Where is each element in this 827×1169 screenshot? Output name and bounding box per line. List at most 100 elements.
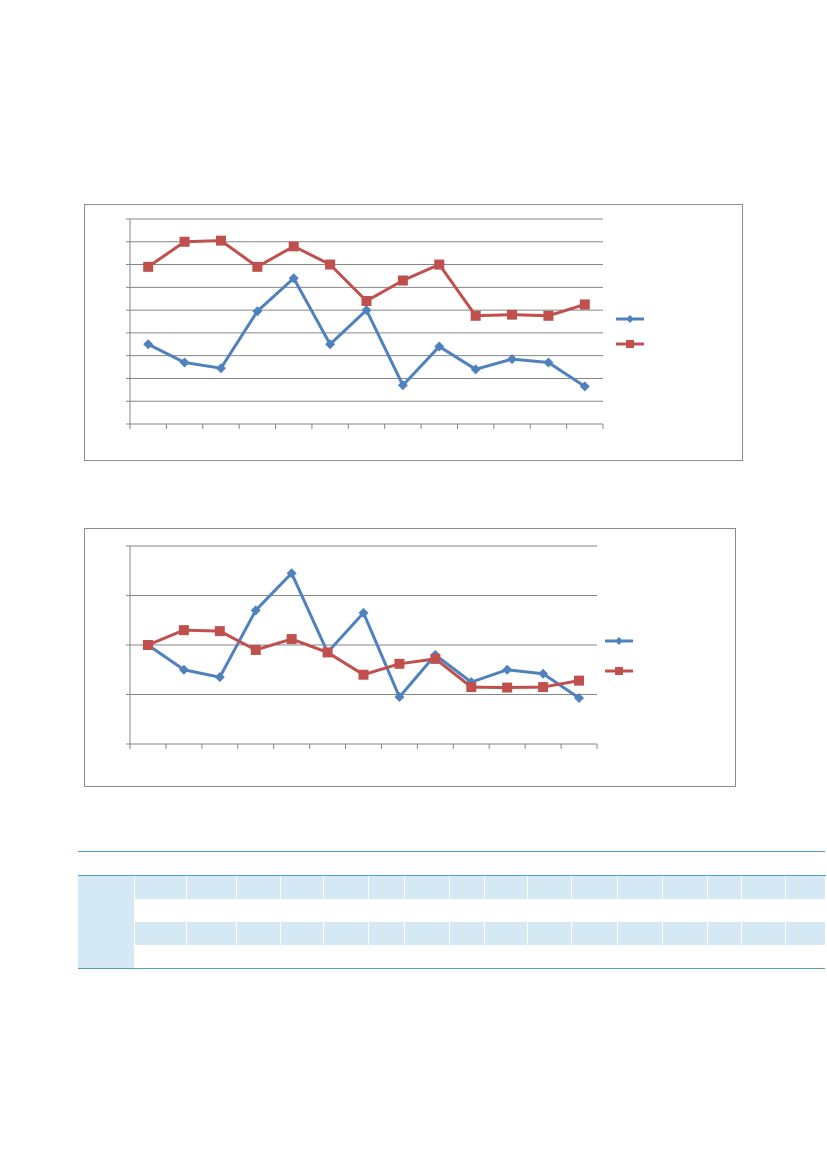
- table-cell: [662, 875, 708, 899]
- table-cell: [484, 922, 528, 945]
- chart-1-series-1-point: [397, 380, 408, 391]
- chart-2-series-2-point: [574, 675, 585, 686]
- table-header-cell: [186, 851, 236, 876]
- chart-2-plot: [126, 545, 633, 749]
- table-cell: [662, 899, 707, 922]
- chart-2-series-2-point: [322, 647, 333, 658]
- chart-1-series-1-point: [325, 339, 336, 350]
- table-cell: [484, 875, 528, 899]
- table-cell: [134, 945, 186, 969]
- chart-2-series-2-point: [286, 634, 297, 645]
- table-cell: [741, 875, 786, 899]
- table-row: [78, 945, 825, 969]
- chart-2-series-2-point: [538, 682, 549, 693]
- chart-2-legend-marker-2: [615, 667, 623, 675]
- table-header-cell: [785, 851, 825, 876]
- table-cell: [527, 899, 571, 922]
- chart-1-series-2-point: [252, 261, 263, 272]
- table-header-cell: [368, 851, 404, 876]
- table-cell: [236, 875, 281, 899]
- table-header-cell: [134, 851, 186, 876]
- table-cell: [617, 875, 663, 899]
- table-cell: [785, 922, 826, 945]
- table-cell: [484, 945, 527, 969]
- chart-1-series-2-point: [434, 259, 445, 270]
- chart-2-series-1-point: [574, 692, 585, 703]
- data-table-grid: [78, 851, 826, 969]
- table-cell: [186, 899, 236, 922]
- table-cell: [571, 922, 618, 945]
- table-cell: [323, 922, 369, 945]
- chart-2-series-2-point: [178, 625, 189, 636]
- table-cell: [236, 899, 280, 922]
- chart-1-series-1-point: [252, 306, 263, 317]
- chart-2-series-1-point: [358, 607, 369, 618]
- table-header-cell: [280, 851, 323, 876]
- chart-1-series-1-point: [179, 357, 190, 368]
- chart-2-series-2-point: [142, 640, 153, 650]
- chart-2-series-2-point: [430, 653, 441, 664]
- table-header-cell: [236, 851, 280, 876]
- table-cell: [186, 922, 237, 945]
- table-cell: [280, 899, 323, 922]
- table-cell: [134, 875, 187, 899]
- table-cell: [707, 922, 742, 945]
- table-cell: [368, 945, 404, 969]
- table-header-cell: [571, 851, 617, 876]
- chart-1-plot: [126, 218, 644, 429]
- chart-2-frame: [84, 528, 736, 787]
- table-cell: [527, 875, 572, 899]
- table-cell: [617, 922, 663, 945]
- table-cell: [617, 945, 662, 969]
- chart-1-series-2-point: [288, 241, 299, 252]
- table-header-cell: [741, 851, 785, 876]
- table-cell: [741, 899, 785, 922]
- table-cell: [78, 875, 135, 899]
- table-cell: [78, 922, 135, 945]
- table-cell: [662, 945, 707, 969]
- table-header-cell: [323, 851, 368, 876]
- chart-2-series-2-point: [358, 669, 369, 680]
- table-cell: [323, 875, 369, 899]
- chart-1-series-2-point: [143, 261, 154, 272]
- data-table: [78, 851, 826, 969]
- chart-1-series-1-point: [434, 341, 445, 352]
- table-header-cell: [527, 851, 571, 876]
- table-cell: [404, 899, 449, 922]
- table-cell: [449, 899, 484, 922]
- chart-1-legend-marker-1: [626, 315, 634, 323]
- table-cell: [186, 875, 237, 899]
- table-cell: [527, 922, 572, 945]
- chart-1-series-2-point: [579, 299, 590, 310]
- chart-1-series-1-point: [215, 363, 226, 374]
- table-cell: [707, 899, 741, 922]
- chart-2-series-2-point: [466, 682, 477, 693]
- table-header-cell: [449, 851, 484, 876]
- table-header-row: [78, 851, 825, 876]
- chart-2-legend-marker-1: [615, 637, 623, 645]
- table-cell: [78, 945, 134, 969]
- table-cell: [323, 899, 368, 922]
- table-row: [78, 899, 825, 922]
- chart-2-series-1-point: [214, 672, 225, 683]
- chart-1-series-2-point: [215, 235, 226, 246]
- table-cell: [617, 899, 662, 922]
- chart-1-series-1-point: [470, 364, 481, 375]
- chart-1-series-2-point: [470, 310, 481, 321]
- table-header-cell: [617, 851, 662, 876]
- chart-2-series-2-point: [502, 682, 513, 693]
- chart-1-series-1-point: [507, 354, 518, 365]
- chart-1-series-1-point: [543, 357, 554, 368]
- table-cell: [280, 875, 324, 899]
- table-row: [78, 922, 826, 945]
- table-cell: [368, 899, 404, 922]
- chart-1-series-2-point: [543, 310, 554, 321]
- chart-1-series-2-point: [325, 259, 336, 270]
- table-cell: [404, 945, 449, 969]
- table-cell: [78, 899, 134, 922]
- chart-2-series-1-point: [250, 605, 261, 616]
- chart-2-series-1-point: [502, 664, 513, 675]
- chart-1-series-1-point: [143, 339, 154, 350]
- table-cell: [785, 945, 825, 969]
- table-header-cell: [78, 851, 134, 876]
